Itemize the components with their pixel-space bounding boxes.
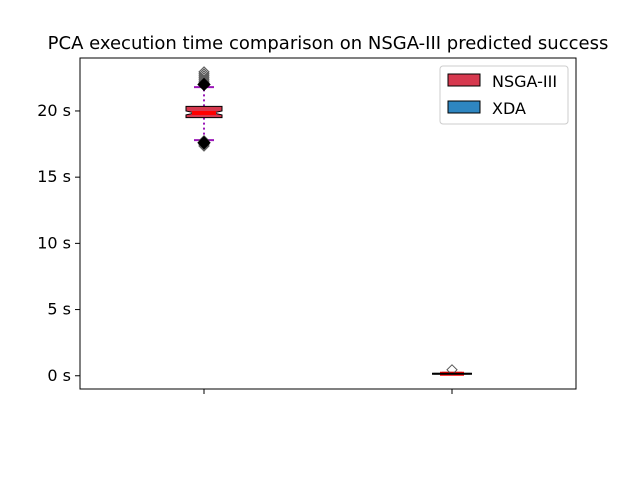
y-tick-label: 0 s bbox=[47, 366, 71, 385]
mean-marker-high bbox=[197, 77, 211, 92]
y-tick-label: 5 s bbox=[47, 300, 71, 319]
box-plots bbox=[185, 66, 472, 376]
x-axis bbox=[203, 389, 453, 394]
y-tick-label: 20 s bbox=[37, 101, 71, 120]
box-group-xda bbox=[432, 364, 472, 376]
legend-swatch-xda bbox=[447, 100, 481, 114]
y-tick-label: 10 s bbox=[37, 233, 71, 252]
mean-marker-low bbox=[197, 136, 211, 150]
y-axis: 0 s 5 s 10 s 15 s 20 s bbox=[37, 101, 80, 385]
legend-label-xda: XDA bbox=[492, 99, 526, 118]
legend-label-nsga-iii: NSGA-III bbox=[492, 72, 557, 91]
legend-swatch-nsga-iii bbox=[447, 73, 481, 87]
box-group-nsga-iii bbox=[185, 66, 223, 152]
outlier-point bbox=[198, 66, 210, 78]
outlier-point bbox=[446, 364, 458, 376]
chart-title: PCA execution time comparison on NSGA-II… bbox=[48, 33, 609, 54]
legend: NSGA-III XDA bbox=[439, 65, 569, 125]
y-tick-label: 15 s bbox=[37, 167, 71, 186]
